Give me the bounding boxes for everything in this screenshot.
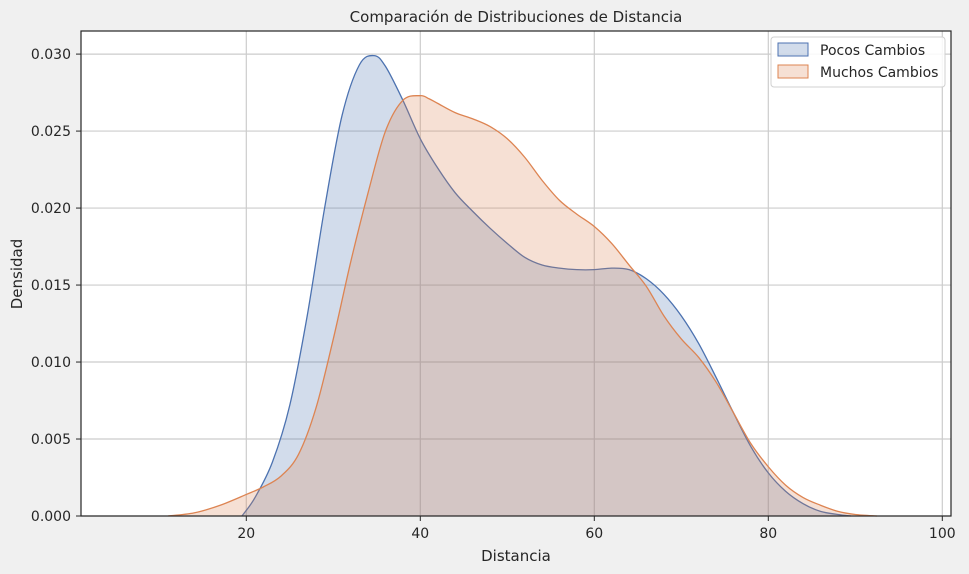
axes: 20 40 60 80 100 0.000 0.005 0.010 0.015 0.020 0.02…	[31, 30, 956, 542]
legend-label-pocos-cambios: Pocos Cambios	[820, 43, 925, 59]
density-area-muchos-cambios	[168, 95, 878, 517]
y-tick-label: 0.020	[31, 201, 71, 217]
y-axis-title: Densidad	[8, 239, 26, 310]
legend: Pocos Cambios Muchos Cambios	[770, 36, 946, 88]
legend-label-muchos-cambios: Muchos Cambios	[820, 65, 938, 81]
series-layer	[167, 54, 878, 517]
y-tick-label: 0.000	[31, 509, 71, 525]
legend-box	[770, 36, 946, 88]
density-line-muchos-cambios	[167, 95, 878, 517]
x-tick-label: 80	[759, 526, 777, 542]
x-tick-label: 40	[411, 526, 429, 542]
axes-frame	[80, 30, 952, 517]
x-tick-label: 20	[237, 526, 255, 542]
x-tick-label: 100	[929, 526, 956, 542]
density-area-pocos-cambios	[241, 55, 851, 516]
plot-area	[81, 31, 951, 516]
legend-swatch-muchos-cambios	[777, 64, 809, 79]
y-tick-label: 0.025	[31, 124, 71, 140]
x-tick-label: 60	[585, 526, 603, 542]
y-tick-label: 0.010	[31, 355, 71, 371]
x-axis-title: Distancia	[481, 547, 551, 565]
density-line-pocos-cambios	[241, 54, 852, 517]
y-tick-label: 0.015	[31, 278, 71, 294]
chart-title: Comparación de Distribuciones de Distanc…	[350, 8, 683, 26]
y-tick-label: 0.030	[31, 47, 71, 63]
legend-swatch-pocos-cambios	[777, 42, 809, 57]
y-tick-label: 0.005	[31, 432, 71, 448]
